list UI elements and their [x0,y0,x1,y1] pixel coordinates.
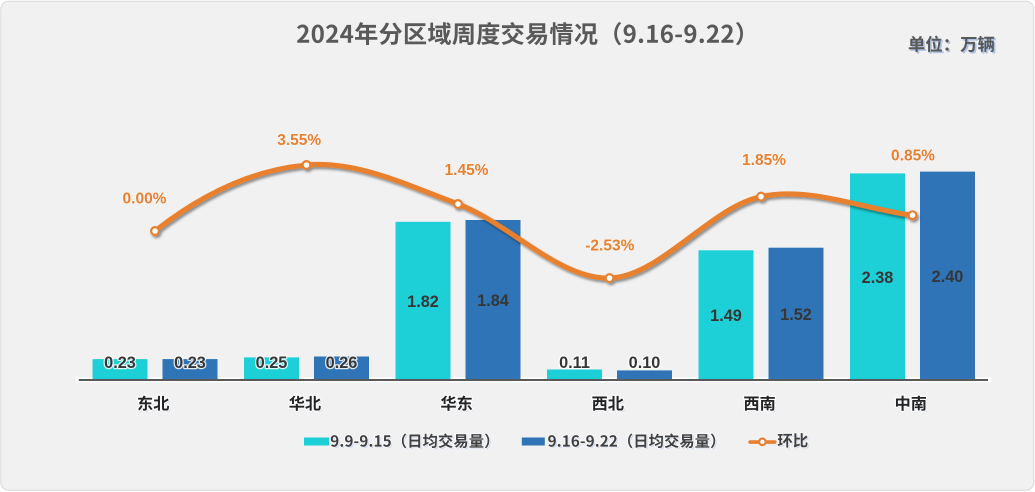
svg-text:0.10: 0.10 [629,354,661,372]
svg-text:1.82: 1.82 [407,293,439,311]
svg-text:0.23: 0.23 [104,354,136,372]
svg-text:2.38: 2.38 [862,269,894,287]
svg-text:2.40: 2.40 [932,268,964,286]
svg-text:0.85%: 0.85% [891,147,935,164]
svg-text:0.26: 0.26 [326,354,358,372]
svg-text:3.55%: 3.55% [277,132,321,149]
svg-text:-2.53%: -2.53% [585,237,634,254]
svg-text:0.25: 0.25 [256,354,288,372]
svg-text:1.45%: 1.45% [445,162,489,179]
svg-text:1.85%: 1.85% [742,152,786,169]
svg-text:0.11: 0.11 [559,354,590,372]
svg-text:1.49: 1.49 [710,307,742,325]
svg-text:0.23: 0.23 [174,354,206,372]
svg-text:1.84: 1.84 [477,292,509,310]
svg-text:0.00%: 0.00% [123,190,167,207]
svg-text:1.52: 1.52 [780,306,812,324]
